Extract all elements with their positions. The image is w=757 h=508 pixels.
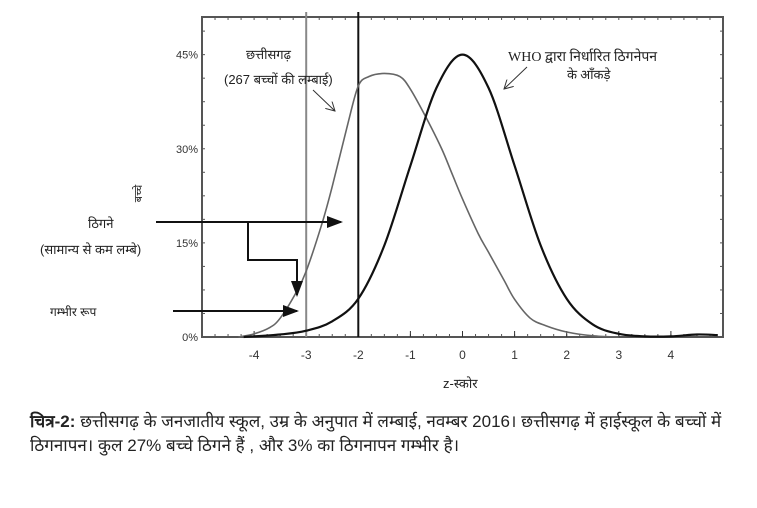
annotation-severe: गम्भीर रूप: [50, 305, 97, 319]
y-tick-label: 15%: [176, 238, 198, 250]
stunted-bracket-arrow: [247, 222, 303, 297]
annotation-stunted-desc: (सामान्य से कम लम्बे): [40, 242, 142, 257]
x-tick-label: 4: [668, 348, 675, 362]
y-tick-label: 45%: [176, 50, 198, 62]
caption-label: चित्र-2:: [30, 412, 76, 431]
who-curve: [243, 53, 718, 339]
figure-caption: चित्र-2: छत्तीसगढ़ के जनजातीय स्कूल, उम्…: [30, 410, 730, 458]
y-axis-label: बच्चे: [133, 184, 146, 203]
chart: -4 -3 -2 -1 0 1 2 3 4 0% 15% 30% 45%: [156, 12, 724, 362]
x-tick-label: 0: [459, 348, 466, 362]
who-pointer-arrow: [504, 66, 528, 89]
x-tick-label: 1: [511, 348, 518, 362]
annotation-stunted: ठिगने: [88, 216, 114, 231]
annotation-who-line1: WHO द्वारा निर्धारित ठिगनेपन: [508, 50, 658, 65]
x-tick-label: -2: [353, 348, 364, 362]
x-tick-label: 2: [563, 348, 570, 362]
chhattisgarh-pointer-arrow: [312, 89, 335, 111]
x-tick-label: -4: [249, 348, 260, 362]
y-tick-label: 30%: [176, 144, 198, 156]
x-tick-label: 3: [615, 348, 622, 362]
y-tick-label: 0%: [182, 332, 198, 344]
x-axis-label: z-स्कोर: [443, 376, 478, 391]
chhattisgarh-curve: [238, 72, 619, 338]
annotation-who-line2: के आँकड़े: [567, 67, 611, 82]
x-tick-label: -3: [301, 348, 312, 362]
caption-text: छत्तीसगढ़ के जनजातीय स्कूल, उम्र के अनुप…: [30, 412, 722, 455]
x-tick-label: -1: [405, 348, 416, 362]
annotation-chhattisgarh-count: (267 बच्चों की लम्बाई): [224, 72, 333, 87]
annotation-chhattisgarh-title: छत्तीसगढ़: [246, 47, 291, 62]
